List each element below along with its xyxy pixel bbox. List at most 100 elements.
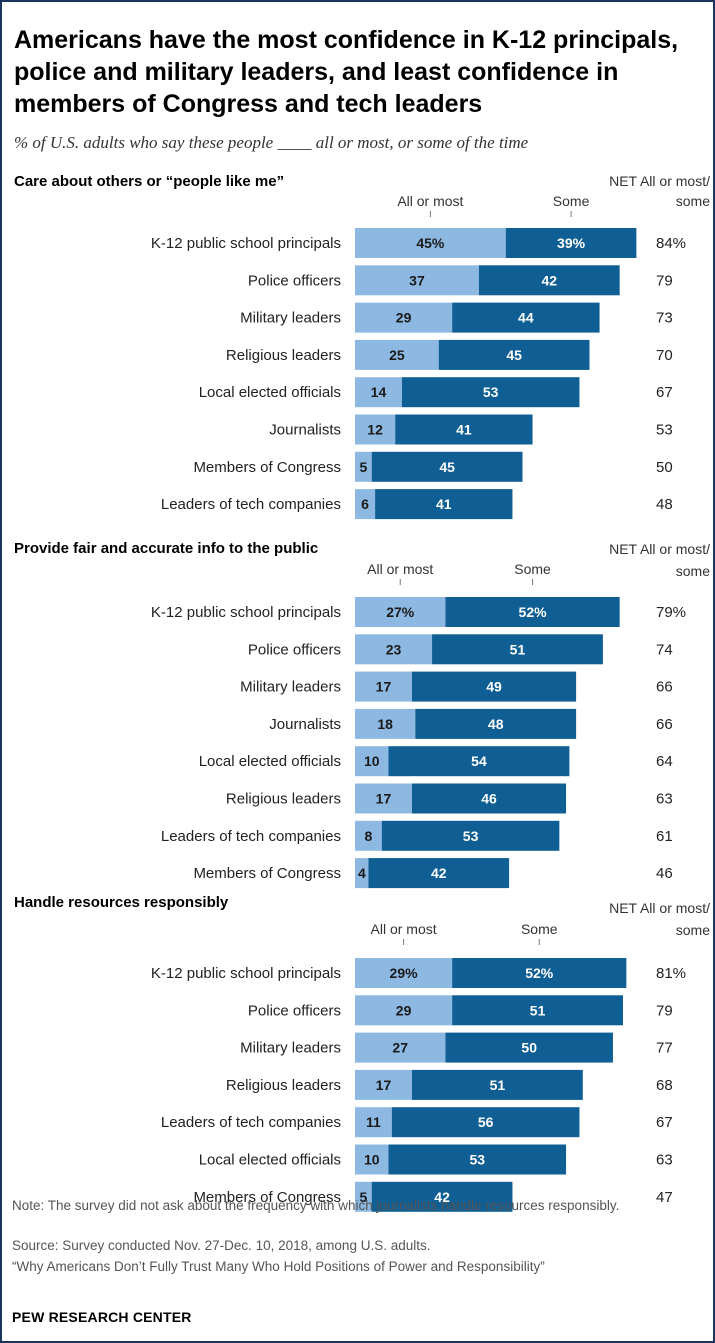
bar-some	[411, 1069, 583, 1100]
bar-all-or-most	[355, 858, 369, 889]
bar-all-or-most	[355, 377, 402, 408]
value-label-some: 42	[431, 865, 447, 881]
value-label-all-or-most: 6	[361, 496, 369, 512]
column-label-all-or-most: All or most	[371, 921, 437, 937]
category-label: Members of Congress	[193, 865, 341, 882]
net-header: some	[676, 922, 710, 938]
category-label: K-12 public school principals	[151, 604, 341, 621]
bar-all-or-most	[355, 489, 376, 520]
column-label-some: Some	[514, 561, 551, 577]
category-label: Religious leaders	[226, 1077, 341, 1094]
net-value: 79	[656, 1002, 673, 1019]
bar-some	[388, 1144, 567, 1175]
net-value: 81%	[656, 965, 686, 982]
bar-some	[391, 1107, 580, 1138]
category-label: Journalists	[269, 716, 341, 733]
report-title-text: “Why Americans Don’t Fully Trust Many Wh…	[12, 1259, 545, 1274]
value-label-some: 54	[471, 753, 487, 769]
net-value: 84%	[656, 235, 686, 252]
value-label-all-or-most: 45%	[416, 235, 445, 251]
value-label-some: 56	[478, 1114, 494, 1130]
value-label-some: 51	[510, 641, 526, 657]
net-header: NET All or most/	[609, 173, 710, 189]
category-label: Leaders of tech companies	[161, 828, 341, 845]
bar-some	[478, 265, 620, 296]
value-label-some: 50	[521, 1040, 537, 1056]
bar-some	[415, 708, 577, 739]
net-header: NET All or most/	[609, 900, 710, 916]
category-label: Leaders of tech companies	[161, 496, 341, 513]
bar-some	[368, 858, 510, 889]
value-label-all-or-most: 23	[386, 641, 402, 657]
value-label-all-or-most: 27%	[386, 604, 415, 620]
net-value: 66	[656, 679, 673, 696]
category-label: Religious leaders	[226, 791, 341, 808]
value-label-all-or-most: 18	[377, 716, 393, 732]
net-value: 50	[656, 459, 673, 476]
bar-some	[505, 228, 637, 258]
bar-all-or-most	[355, 451, 372, 482]
category-label: K-12 public school principals	[151, 965, 341, 982]
value-label-some: 41	[456, 422, 472, 438]
value-label-some: 51	[490, 1077, 506, 1093]
net-value: 70	[656, 347, 673, 364]
category-label: Military leaders	[240, 1040, 341, 1057]
bar-some	[401, 377, 580, 408]
column-label-some: Some	[553, 193, 590, 209]
value-label-all-or-most: 37	[409, 272, 425, 288]
category-label: K-12 public school principals	[151, 235, 341, 252]
value-label-all-or-most: 27	[392, 1040, 408, 1056]
bar-all-or-most	[355, 414, 396, 445]
net-value: 48	[656, 496, 673, 513]
bar-some	[371, 1181, 513, 1212]
net-value: 47	[656, 1189, 673, 1206]
value-label-some: 39%	[557, 235, 586, 251]
category-label: Local elected officials	[199, 753, 341, 770]
value-label-some: 52%	[525, 965, 554, 981]
column-label-some: Some	[521, 921, 558, 937]
bar-some	[375, 489, 513, 520]
bar-some	[388, 746, 570, 777]
net-value: 77	[656, 1040, 673, 1057]
column-label-all-or-most: All or most	[367, 561, 433, 577]
bar-all-or-most	[355, 228, 506, 258]
bar-all-or-most	[355, 339, 439, 370]
category-label: Members of Congress	[193, 459, 341, 476]
value-label-some: 46	[481, 791, 497, 807]
column-label-all-or-most: All or most	[397, 193, 463, 209]
value-label-some: 42	[542, 272, 558, 288]
value-label-all-or-most: 8	[365, 828, 373, 844]
net-value: 67	[656, 384, 673, 401]
value-label-some: 51	[530, 1002, 546, 1018]
category-label: Journalists	[269, 422, 341, 439]
bar-all-or-most	[355, 820, 382, 851]
net-header: some	[676, 193, 710, 209]
category-label: Military leaders	[240, 310, 341, 327]
note-text: Note: The survey did not ask about the f…	[12, 1198, 620, 1213]
bar-some	[452, 302, 600, 333]
bar-all-or-most	[355, 1032, 446, 1063]
value-label-all-or-most: 11	[366, 1114, 381, 1130]
category-label: Local elected officials	[199, 384, 341, 401]
net-value: 79	[656, 272, 673, 289]
value-label-all-or-most: 29	[396, 310, 412, 326]
bar-all-or-most	[355, 1107, 392, 1138]
category-label: Local elected officials	[199, 1152, 341, 1169]
category-label: Police officers	[248, 272, 341, 289]
value-label-some: 44	[518, 310, 534, 326]
value-label-some: 45	[439, 459, 455, 475]
bar-all-or-most	[355, 995, 453, 1026]
value-label-all-or-most: 25	[389, 347, 405, 363]
panel-title: Care about others or “people like me”	[14, 173, 284, 190]
bar-some	[445, 1032, 613, 1063]
bar-some	[411, 671, 577, 702]
bar-some	[452, 995, 623, 1026]
net-value: 46	[656, 865, 673, 882]
bar-all-or-most	[355, 958, 453, 988]
bar-all-or-most	[355, 265, 479, 296]
chart-title: Americans have the most confidence in K-…	[14, 26, 679, 118]
value-label-some: 41	[436, 496, 452, 512]
value-label-some: 52%	[519, 604, 548, 620]
